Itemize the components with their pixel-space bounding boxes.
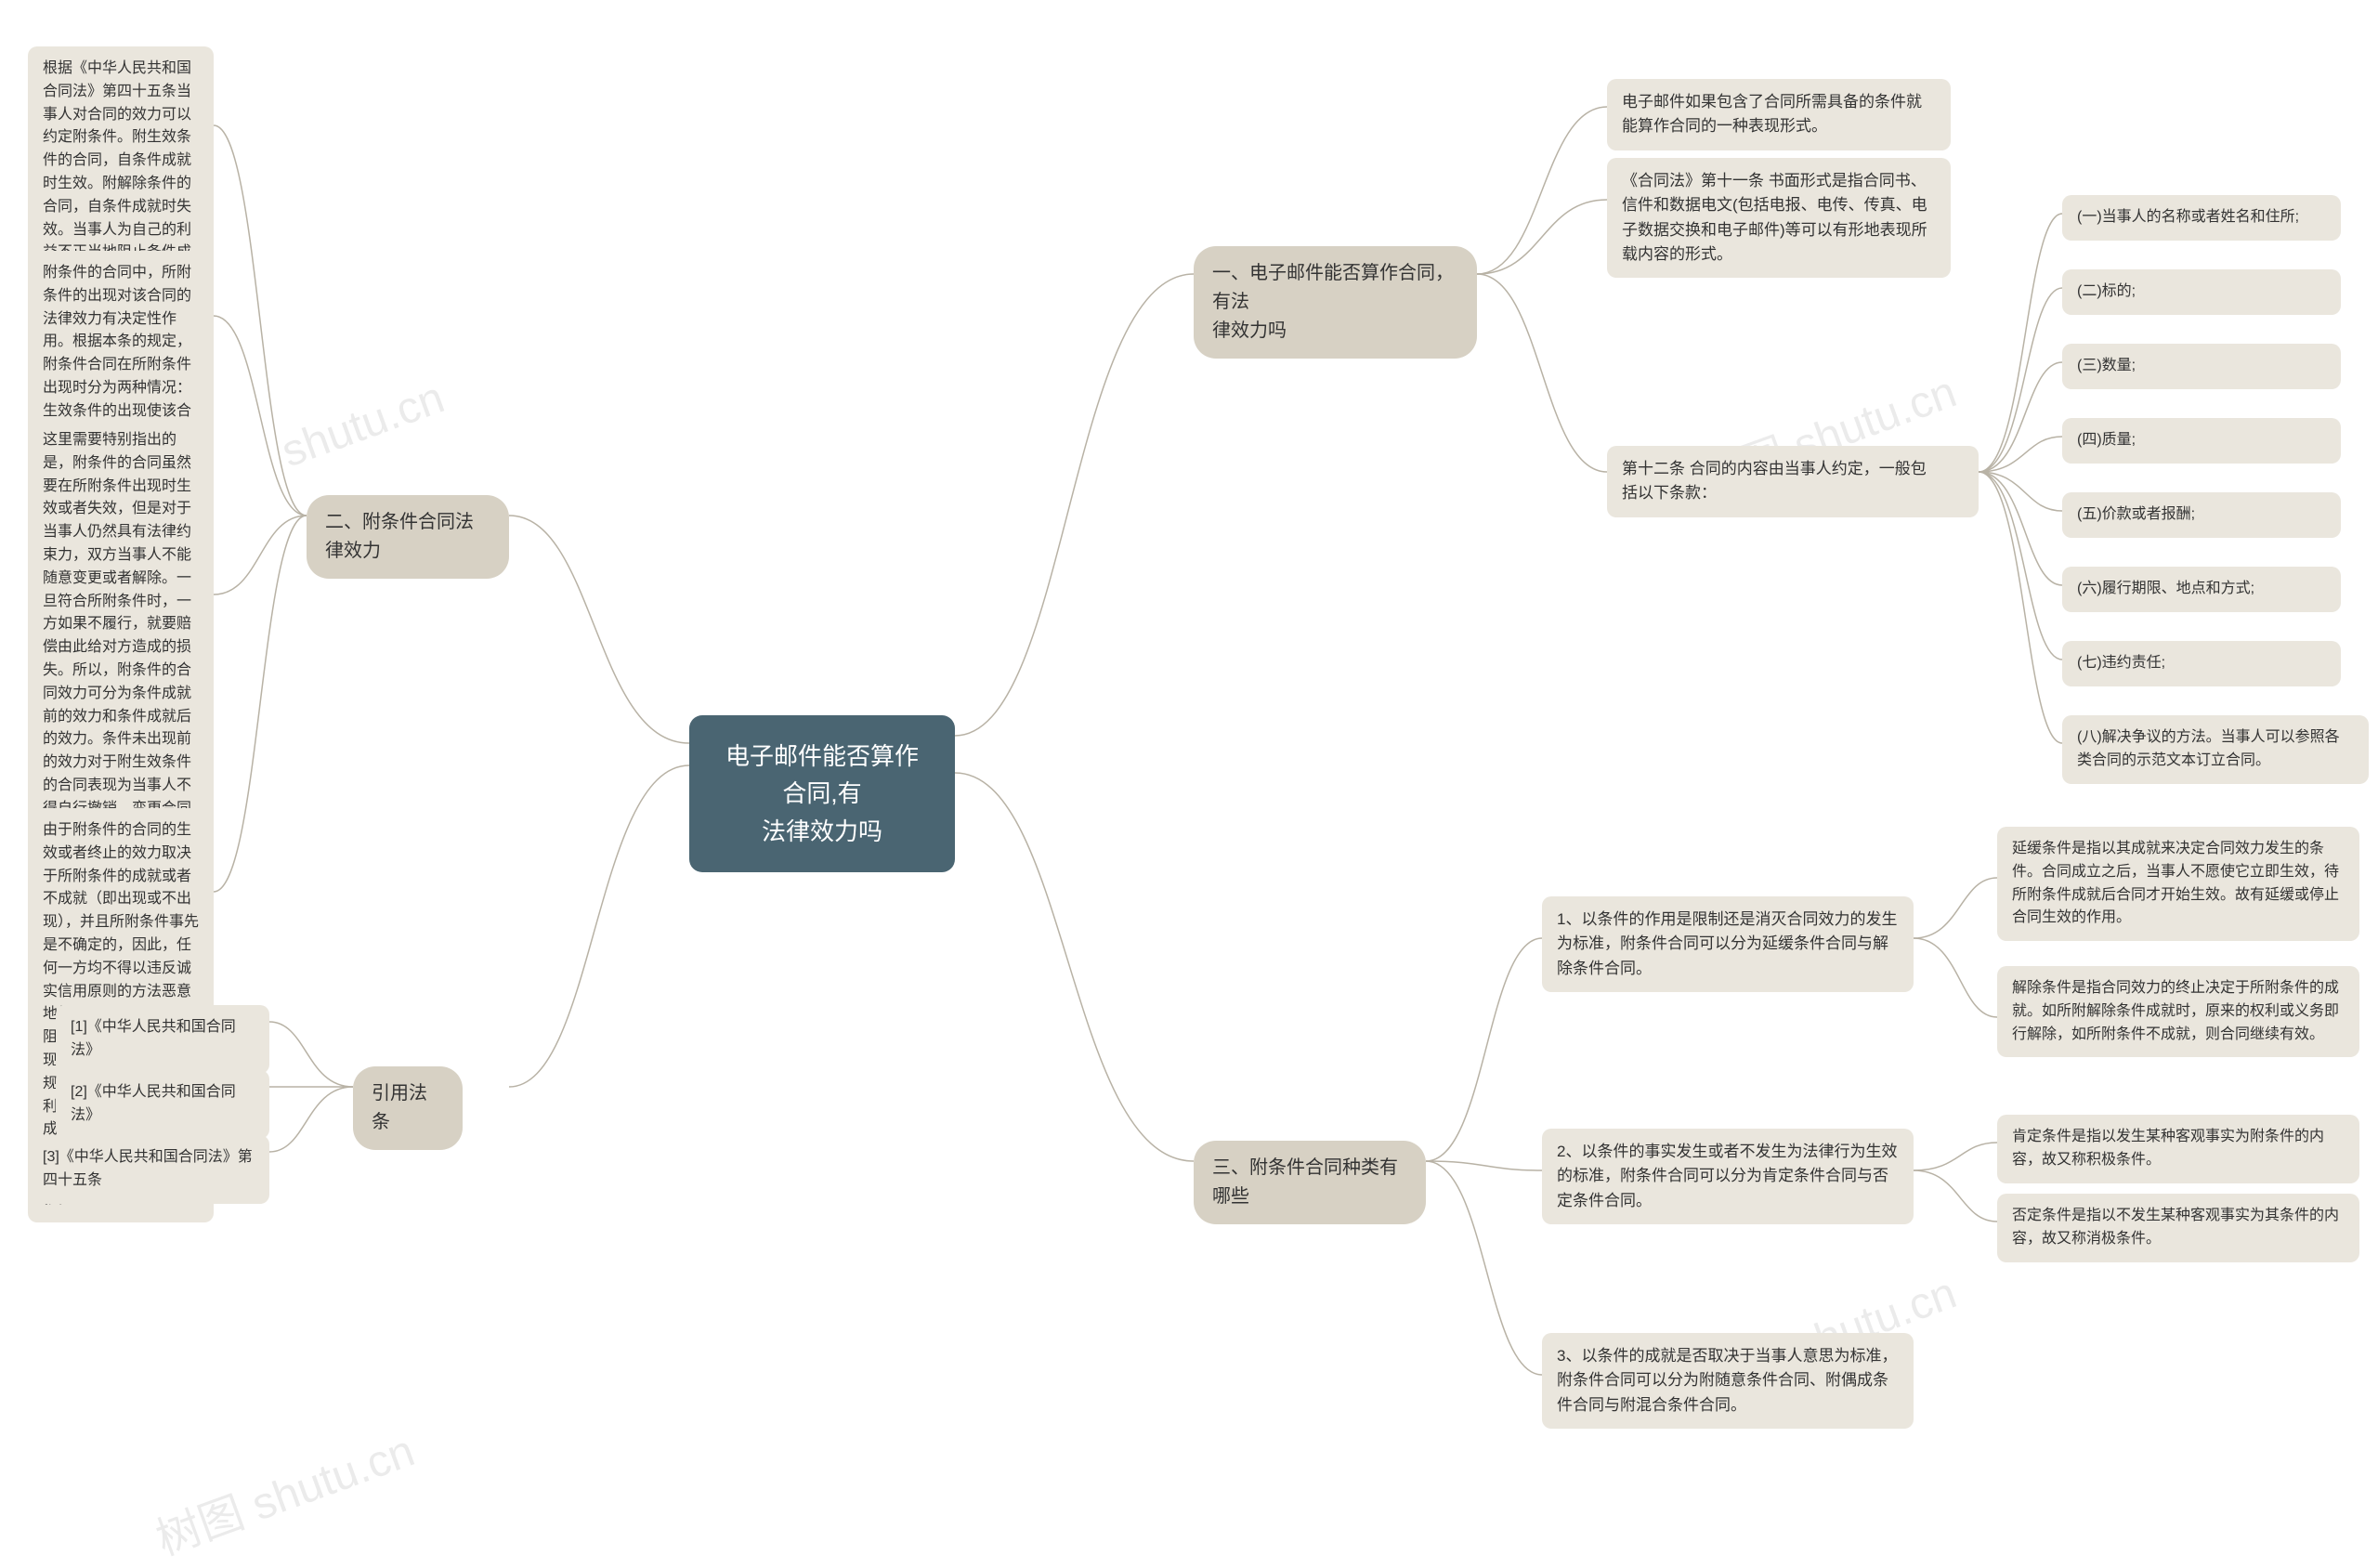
root-title-l1: 电子邮件能否算作合同,有 [725, 742, 919, 807]
section1-branch: 一、电子邮件能否算作合同，有法 律效力吗 [1194, 246, 1477, 359]
clause-1: (一)当事人的名称或者姓名和住所; [2062, 195, 2341, 241]
refs-r3: [3]《中华人民共和国合同法》第四十五条 [28, 1135, 269, 1204]
clause-3: (三)数量; [2062, 344, 2341, 389]
clause-7: (七)违约责任; [2062, 641, 2341, 686]
refs-branch: 引用法条 [353, 1066, 463, 1150]
clause-8: (八)解决争议的方法。当事人可以参照各类合同的示范文本订立合同。 [2062, 715, 2369, 784]
clause-4: (四)质量; [2062, 418, 2341, 464]
section1-title-l2: 律效力吗 [1212, 320, 1287, 341]
section3-sub2b: 否定条件是指以不发生某种客观事实为其条件的内容，故又称消极条件。 [1997, 1194, 2359, 1262]
section2-branch: 二、附条件合同法律效力 [307, 495, 509, 579]
section3-leaf1: 1、以条件的作用是限制还是消灭合同效力的发生为标准，附条件合同可以分为延缓条件合… [1542, 896, 1914, 992]
mindmap-edges [0, 0, 2378, 1543]
section3-sub1a: 延缓条件是指以其成就来决定合同效力发生的条件。合同成立之后，当事人不愿使它立即生… [1997, 827, 2359, 941]
section3-branch: 三、附条件合同种类有哪些 [1194, 1141, 1426, 1224]
section1-leaf2: 《合同法》第十一条 书面形式是指合同书、信件和数据电文(包括电报、电传、传真、电… [1607, 158, 1951, 278]
section3-leaf2: 2、以条件的事实发生或者不发生为法律行为生效的标准，附条件合同可以分为肯定条件合… [1542, 1129, 1914, 1224]
watermark: 树图 shutu.cn [146, 1414, 422, 1567]
section3-sub1b: 解除条件是指合同效力的终止决定于所附条件的成就。如所附解除条件成就时，原来的权利… [1997, 966, 2359, 1057]
section3-sub2a: 肯定条件是指以发生某种客观事实为附条件的内容，故又称积极条件。 [1997, 1115, 2359, 1183]
refs-r2: [2]《中华人民共和国合同法》 [56, 1070, 269, 1139]
section1-title-l1: 一、电子邮件能否算作合同，有法 [1212, 263, 1454, 312]
section1-leaf1: 电子邮件如果包含了合同所需具备的条件就能算作合同的一种表现形式。 [1607, 79, 1951, 150]
watermark: shutu.cn [275, 372, 451, 478]
refs-r1: [1]《中华人民共和国合同法》 [56, 1005, 269, 1074]
clause-5: (五)价款或者报酬; [2062, 492, 2341, 538]
clause-6: (六)履行期限、地点和方式; [2062, 567, 2341, 612]
clause-2: (二)标的; [2062, 269, 2341, 315]
root-title-l2: 法律效力吗 [762, 817, 882, 845]
root-node: 电子邮件能否算作合同,有 法律效力吗 [689, 715, 955, 872]
section3-leaf3: 3、以条件的成就是否取决于当事人意思为标准，附条件合同可以分为附随意条件合同、附… [1542, 1333, 1914, 1429]
section1-leaf3: 第十二条 合同的内容由当事人约定，一般包 括以下条款： [1607, 446, 1979, 517]
section1-leaf3-l1: 第十二条 合同的内容由当事人约定，一般包 [1622, 460, 1927, 477]
section1-leaf3-l2: 括以下条款： [1622, 484, 1717, 502]
